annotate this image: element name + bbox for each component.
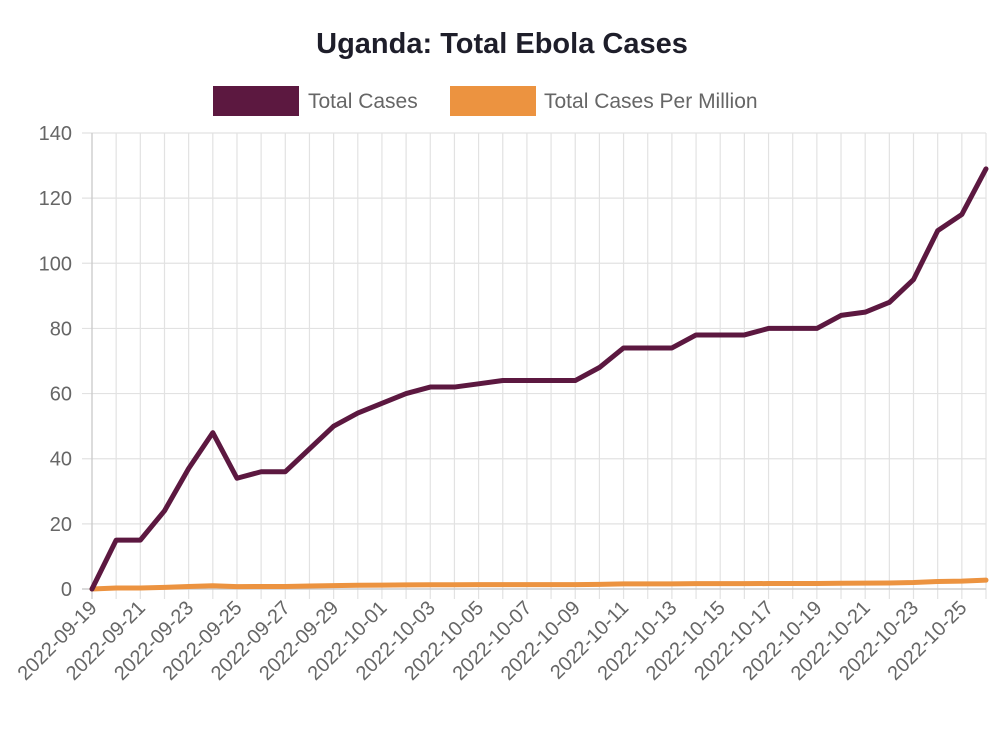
chart-title: Uganda: Total Ebola Cases [316,28,688,60]
y-tick-label: 140 [39,123,72,145]
series [89,166,989,592]
legend: Total Cases Total Cases Per Million [213,86,758,116]
y-tick-label: 80 [50,318,72,340]
y-tick-label: 0 [61,579,72,601]
legend-swatch [213,86,299,116]
y-tick-label: 120 [39,188,72,210]
series-line-0 [89,166,989,592]
legend-label: Total Cases Per Million [544,90,758,113]
y-tick-label: 60 [50,384,72,406]
legend-swatch [450,86,536,116]
grid [82,132,987,599]
legend-label: Total Cases [308,90,418,113]
x-axis-ticks: 2022-09-192022-09-212022-09-232022-09-25… [14,597,972,685]
y-tick-label: 40 [50,449,72,471]
y-axis-ticks: 0 20 40 60 80 100 120 140 [39,123,72,601]
y-tick-label: 100 [39,253,72,275]
series-line-1 [89,577,989,592]
y-tick-label: 20 [50,514,72,536]
